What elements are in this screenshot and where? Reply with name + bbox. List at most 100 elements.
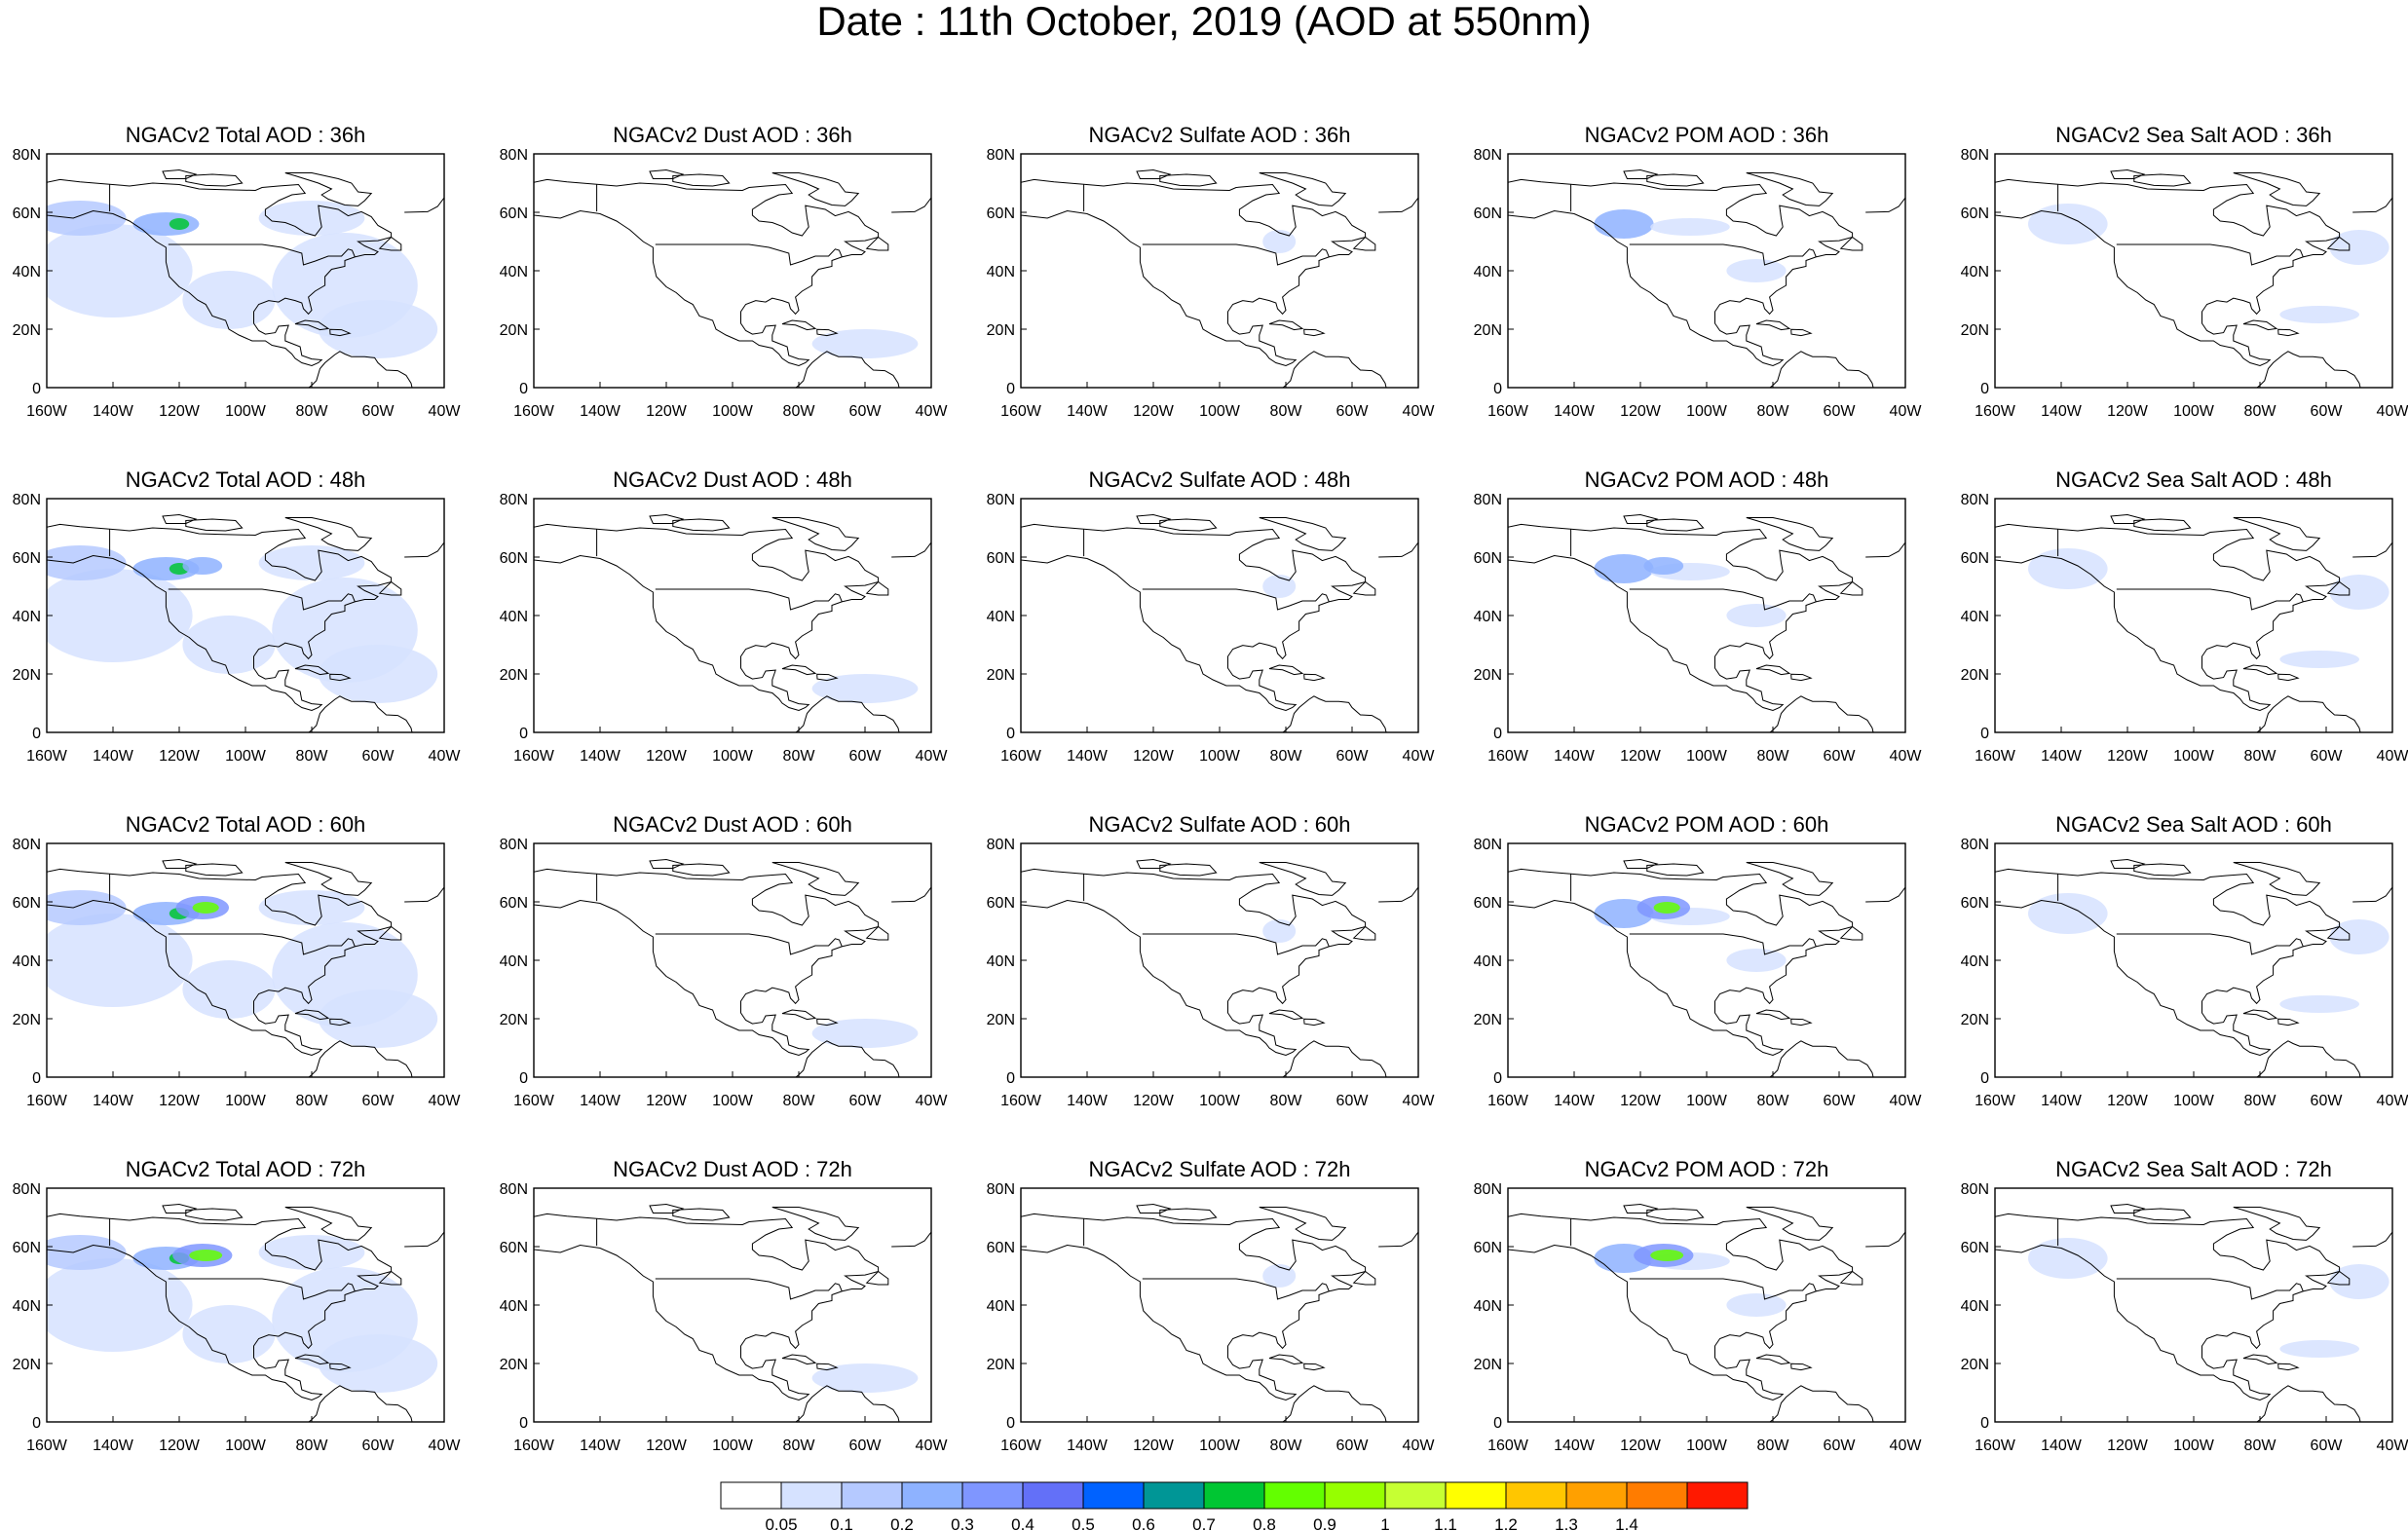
island-outline <box>2326 236 2351 251</box>
lat-tick-label: 0 <box>1493 726 1502 742</box>
coastlines <box>1508 513 1905 732</box>
lat-tick-label: 0 <box>1006 381 1015 397</box>
aod-field <box>1594 554 1787 627</box>
panel-title: NGACv2 Total AOD : 72h <box>126 1157 366 1181</box>
colorbar-box <box>901 1481 963 1510</box>
island-outline <box>771 862 860 896</box>
aod-plume <box>47 224 193 317</box>
coastline <box>891 541 931 558</box>
island-outline <box>1303 1018 1326 1027</box>
lon-tick-label: 60W <box>1824 1438 1857 1454</box>
coastlines <box>47 168 444 388</box>
panel-title: NGACv2 POM AOD : 36h <box>1585 123 1829 147</box>
island-outline <box>672 518 731 532</box>
map-frame <box>1507 498 1906 733</box>
lat-tick-label: 60N <box>1961 1240 1989 1256</box>
lat-tick-label: 40N <box>1961 264 1989 280</box>
coastline <box>534 1213 880 1401</box>
island-outline <box>1746 1207 1834 1241</box>
lon-tick-label: 140W <box>2041 1093 2083 1109</box>
lat-tick-label: 40N <box>1474 1298 1502 1315</box>
island-outline <box>378 1270 402 1286</box>
coastline <box>1508 178 1854 367</box>
coastline <box>47 1213 393 1401</box>
aod-plume <box>47 1235 127 1270</box>
lon-tick-label: 120W <box>1620 1438 1662 1454</box>
island-outline <box>1268 664 1304 676</box>
map-panel: NGACv2 Sea Salt AOD : 60h 80N 60N 40N 20N 0 16… <box>1961 812 2408 1109</box>
island-outline <box>649 513 685 524</box>
aod-field <box>811 329 919 358</box>
lon-tick-label: 120W <box>159 403 201 420</box>
lat-tick-label: 60N <box>1961 550 1989 567</box>
map-panel: NGACv2 Total AOD : 60h 80N 60N 40N 20N 0 160W 1… <box>13 812 462 1109</box>
island-outline <box>649 168 685 179</box>
coastline <box>655 243 843 266</box>
lon-tick-label: 60W <box>1824 748 1857 765</box>
island-outline <box>2242 664 2278 676</box>
lon-tick-label: 100W <box>1686 748 1728 765</box>
island-outline <box>1136 858 1172 869</box>
aod-plume <box>182 271 276 329</box>
island-outline <box>1259 172 1347 206</box>
lat-tick-label: 0 <box>32 1415 41 1432</box>
coastline <box>168 933 356 955</box>
lon-tick-label: 80W <box>296 748 329 765</box>
coastline <box>1282 1040 1387 1077</box>
island-outline <box>649 858 685 869</box>
lat-tick-label: 80N <box>987 492 1015 508</box>
lat-tick-label: 80N <box>13 1181 41 1198</box>
map-frame <box>1020 1187 1419 1423</box>
coastlines <box>1995 858 2392 1077</box>
lat-tick-label: 80N <box>13 837 41 853</box>
island-outline <box>1259 1207 1347 1241</box>
aod-field <box>1594 896 1787 972</box>
colorbar-box <box>1324 1481 1386 1510</box>
aod-plume <box>1643 557 1684 575</box>
coastline <box>308 351 413 388</box>
lat-tick-label: 60N <box>987 205 1015 222</box>
island-outline <box>1159 863 1218 877</box>
island-outline <box>2110 858 2146 869</box>
lat-tick-label: 80N <box>1474 147 1502 164</box>
map-panel: NGACv2 Sea Salt AOD : 48h 80N 60N 40N 20N 0 16… <box>1961 467 2408 765</box>
lat-tick-label: 20N <box>500 322 528 339</box>
lon-tick-label: 80W <box>1270 403 1303 420</box>
coastline <box>404 197 444 213</box>
map-panel: NGACv2 POM AOD : 48h 80N 60N 40N 20N 0 160W 140… <box>1474 467 1923 765</box>
lat-tick-label: 20N <box>987 667 1015 684</box>
island-outline <box>2133 173 2192 187</box>
lat-tick-label: 20N <box>500 667 528 684</box>
island-outline <box>2326 925 2351 941</box>
aod-plume <box>182 616 276 674</box>
lat-tick-label: 40N <box>13 264 41 280</box>
coastlines <box>47 858 444 1077</box>
coastlines <box>1508 858 1905 1077</box>
island-outline <box>378 580 402 596</box>
lon-tick-label: 80W <box>1757 1438 1790 1454</box>
coastline <box>308 1385 413 1422</box>
coastline <box>1995 868 2341 1057</box>
aod-field <box>811 674 919 703</box>
lon-tick-label: 80W <box>2244 748 2277 765</box>
lon-tick-label: 60W <box>849 1093 883 1109</box>
lon-tick-label: 100W <box>1199 1093 1241 1109</box>
coastline <box>2352 886 2392 903</box>
lat-tick-label: 20N <box>1961 322 1989 339</box>
lon-tick-label: 60W <box>849 1438 883 1454</box>
aod-plume <box>2279 651 2359 668</box>
lon-tick-label: 80W <box>783 403 816 420</box>
lon-tick-label: 140W <box>93 403 134 420</box>
coastlines <box>47 1203 444 1422</box>
lon-tick-label: 100W <box>225 403 267 420</box>
colorbar-label: 0.05 <box>765 1515 797 1531</box>
coastline <box>795 1385 900 1422</box>
lat-tick-label: 80N <box>1474 492 1502 508</box>
aod-plume <box>2279 306 2359 323</box>
coastlines <box>1021 858 1418 1077</box>
lat-tick-label: 60N <box>1474 205 1502 222</box>
aod-plume <box>811 674 919 703</box>
island-outline <box>2277 673 2300 682</box>
lon-tick-label: 80W <box>296 403 329 420</box>
lat-tick-label: 80N <box>1961 1181 1989 1198</box>
